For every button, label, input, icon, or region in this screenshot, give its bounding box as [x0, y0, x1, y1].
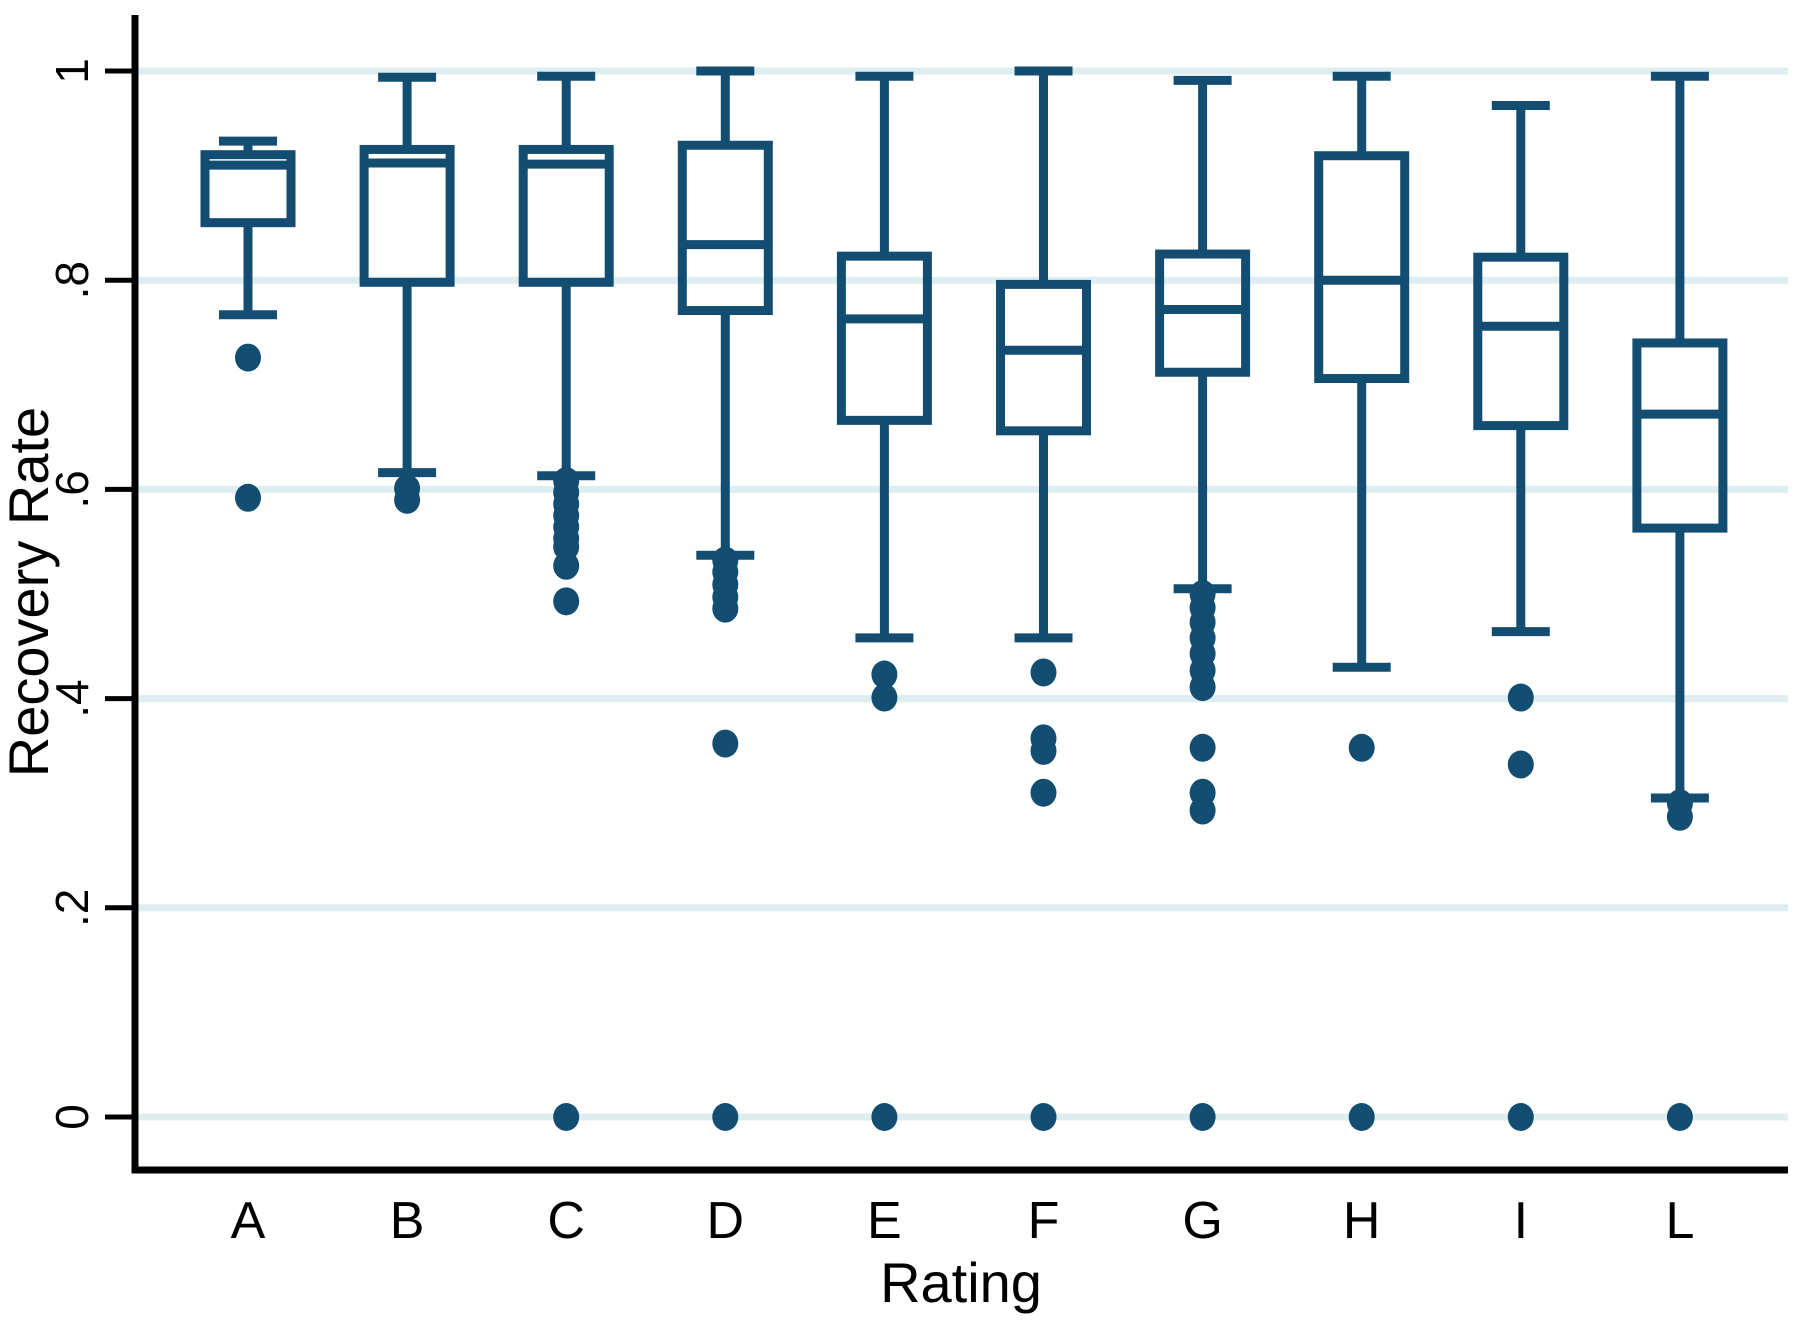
- outlier-dot: [394, 485, 421, 514]
- outlier-dot: [712, 594, 739, 623]
- iqr-box: [836, 251, 932, 425]
- outlier-dot: [1507, 683, 1534, 712]
- x-category-label: L: [1665, 1192, 1694, 1250]
- outlier-dot: [1348, 1103, 1375, 1131]
- y-tick-label: .2: [46, 889, 98, 927]
- outlier-dot: [1030, 658, 1057, 687]
- box-group-l: [1632, 71, 1728, 1131]
- outlier-dot: [1507, 750, 1534, 779]
- box-group-a: [200, 136, 296, 512]
- outlier-dot: [1030, 778, 1057, 807]
- y-axis-title: Recovery Rate: [0, 407, 60, 777]
- y-tick-label: 0: [46, 1104, 98, 1130]
- outlier-dot: [1030, 1103, 1057, 1131]
- iqr-box: [1314, 151, 1410, 384]
- outlier-dot: [1030, 736, 1057, 765]
- outlier-dot: [1189, 673, 1216, 702]
- box-group-d: [677, 66, 773, 1131]
- y-tick-label: 1: [46, 58, 98, 84]
- outlier-dot: [1189, 733, 1216, 762]
- outlier-dot: [871, 1103, 898, 1131]
- gridlines-layer: [135, 67, 1788, 1121]
- outlier-dot: [871, 683, 898, 712]
- box-group-i: [1473, 101, 1569, 1131]
- box-group-g: [1155, 75, 1251, 1131]
- iqr-box: [518, 144, 614, 287]
- x-category-label: F: [1028, 1192, 1060, 1250]
- outlier-dot: [871, 660, 898, 689]
- box-group-f: [996, 66, 1091, 1131]
- iqr-box: [1473, 252, 1569, 431]
- outlier-dot: [1189, 1103, 1216, 1131]
- outlier-dot: [553, 587, 580, 616]
- outlier-dot: [712, 1103, 739, 1131]
- iqr-box: [677, 140, 773, 316]
- x-category-label: A: [231, 1192, 266, 1250]
- x-category-label: H: [1343, 1192, 1381, 1250]
- iqr-box: [359, 144, 455, 287]
- axis-ticks-layer: 0 .2 .4 .6 .8 1 A B C D E F G H I L: [46, 58, 1694, 1250]
- boxes-layer: [200, 66, 1728, 1131]
- x-axis-title: Rating: [880, 1251, 1042, 1314]
- outlier-dot: [712, 729, 739, 758]
- box-group-c: [518, 71, 614, 1131]
- outlier-dot: [553, 551, 580, 580]
- x-category-label: G: [1182, 1192, 1222, 1250]
- iqr-box: [996, 279, 1091, 436]
- y-tick-label: .8: [46, 261, 98, 299]
- x-category-label: D: [707, 1192, 745, 1250]
- y-tick-label: .4: [46, 679, 98, 717]
- x-category-label: I: [1514, 1192, 1528, 1250]
- box-group-e: [836, 71, 932, 1131]
- outlier-dot: [1348, 733, 1375, 762]
- iqr-box: [200, 150, 296, 228]
- x-category-label: B: [390, 1192, 425, 1250]
- outlier-dot: [1666, 1103, 1693, 1131]
- outlier-dot: [1507, 1103, 1534, 1131]
- outlier-dot: [553, 1103, 580, 1131]
- iqr-box: [1632, 338, 1728, 533]
- box-group-b: [359, 72, 455, 514]
- outlier-dot: [235, 483, 261, 512]
- outlier-dot: [235, 343, 261, 372]
- outlier-dot: [1666, 802, 1693, 831]
- x-category-label: C: [547, 1192, 585, 1250]
- box-group-h: [1314, 71, 1410, 1131]
- outlier-dot: [1189, 796, 1216, 825]
- y-tick-label: .6: [46, 470, 98, 508]
- x-category-label: E: [867, 1192, 902, 1250]
